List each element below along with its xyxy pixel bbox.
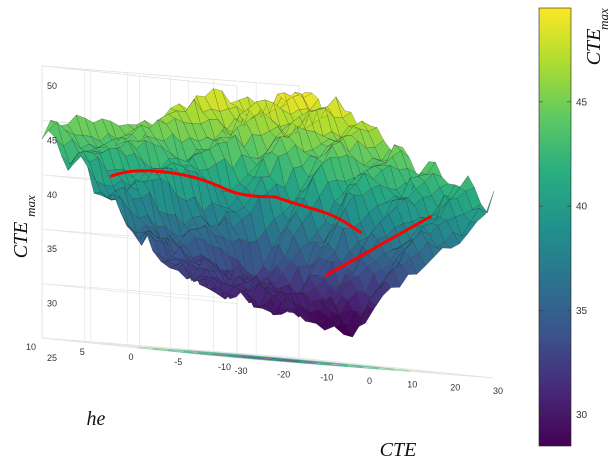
he-tick-label: 10 xyxy=(26,342,36,352)
floor-contours xyxy=(137,347,411,372)
surface-facet xyxy=(478,190,495,215)
colorbar-label-sub: max xyxy=(596,8,611,30)
cte-tick-label: -10 xyxy=(320,373,333,383)
z-tick-label: 50 xyxy=(47,81,57,91)
cte-axis-label: CTE xyxy=(380,439,417,461)
colorbar-label-main: CTE xyxy=(583,29,605,66)
he-tick-label: 0 xyxy=(128,352,133,362)
colorbar-label: CTE max xyxy=(583,8,611,65)
z-tick-label: 35 xyxy=(47,244,57,254)
he-tick-label: 5 xyxy=(80,347,85,357)
z-axis-label-sub: max xyxy=(23,195,38,217)
colorbar-tick-label: 40 xyxy=(576,202,588,213)
max-path-lower xyxy=(324,214,433,278)
he-tick-label: -5 xyxy=(174,357,182,367)
he-tick-label: -10 xyxy=(218,362,231,372)
z-axis-label: CTE max xyxy=(10,195,38,258)
cte-tick-label: 30 xyxy=(493,386,503,396)
z-axis-label-main: CTE xyxy=(10,222,32,259)
max-path-upper xyxy=(109,169,363,235)
max-path xyxy=(109,169,433,278)
z-tick-label: 40 xyxy=(47,190,57,200)
cte-tick-label: -30 xyxy=(234,366,247,376)
colorbar-ticks: 30 35 40 45 xyxy=(539,97,588,421)
colorbar xyxy=(538,7,572,447)
he-axis-label: he xyxy=(87,408,106,430)
colorbar-tick-label: 45 xyxy=(576,97,588,108)
colorbar-tick-label: 35 xyxy=(576,306,588,317)
contour-line xyxy=(137,347,411,372)
cte-tick-label: 10 xyxy=(407,379,417,389)
z-tick-label: 45 xyxy=(47,135,57,145)
z-tick-label: 25 xyxy=(47,353,57,363)
colorbar-tick-label: 30 xyxy=(576,410,588,421)
cte-tick-label: -20 xyxy=(277,369,290,379)
surface-mesh xyxy=(41,88,495,338)
z-tick-label: 30 xyxy=(47,299,57,309)
cte-tick-label: 20 xyxy=(450,383,460,393)
cte-tick-label: 0 xyxy=(367,376,372,386)
